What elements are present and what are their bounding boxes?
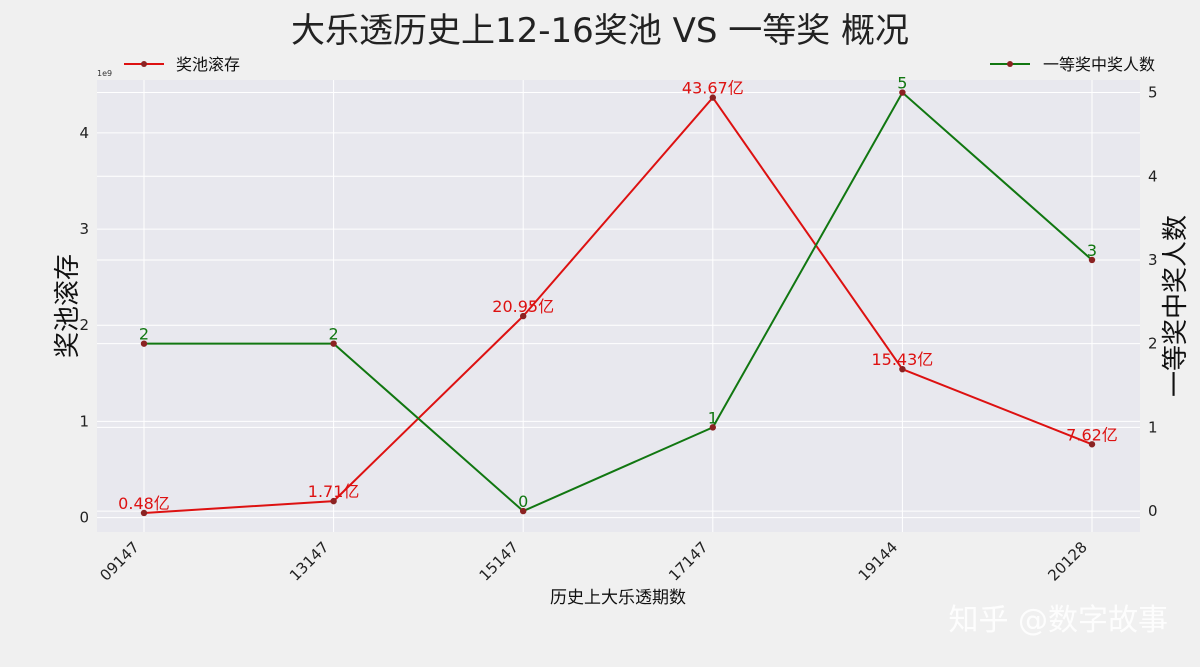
y-tick-label-left: 1 [79,412,89,430]
x-axis-label: 历史上大乐透期数 [550,588,686,608]
data-point-jackpot [709,94,716,101]
data-point-winners [709,424,716,431]
data-label-winners: 1 [708,408,718,427]
y-tick-label-right: 4 [1148,167,1158,185]
data-point-jackpot [140,509,148,517]
x-tick-label: 19144 [855,538,901,584]
y-axis-label-left: 奖池滚存 [53,254,83,358]
legend-left: 奖池滚存 [124,55,240,74]
left-axis-exponent: 1e9 [97,69,112,78]
data-label-jackpot: 1.71亿 [308,482,360,501]
y-tick-label-right: 0 [1148,502,1158,520]
x-tick-label: 15147 [476,538,522,584]
x-tick-label: 09147 [96,538,142,584]
data-point-jackpot [1088,441,1096,448]
data-label-jackpot: 20.95亿 [492,297,554,316]
series-layer [140,89,1096,517]
data-label-jackpot: 7.62亿 [1066,425,1118,444]
data-point-winners [330,340,337,347]
plot-area [97,80,1140,532]
y-tick-label-left: 3 [79,220,89,238]
data-label-winners: 5 [897,74,907,93]
legend-right: 一等奖中奖人数 [990,55,1155,74]
y-axis-label-right: 一等奖中奖人数 [1161,215,1191,397]
y-tick-label-left: 2 [79,316,89,334]
data-label-jackpot: 0.48亿 [118,494,170,513]
data-label-winners: 2 [329,325,339,344]
data-label-winners: 2 [139,325,149,344]
data-label-winners: 3 [1087,241,1097,260]
data-point-winners [899,89,906,96]
legend-marker-winners [1007,61,1013,67]
data-label-jackpot: 43.67亿 [682,79,744,98]
legend-label-winners: 一等奖中奖人数 [1043,55,1155,74]
data-point-jackpot [330,497,337,505]
series-line-jackpot [143,95,1093,514]
y-tick-label-right: 3 [1148,251,1158,269]
x-tick-label: 17147 [665,538,711,584]
y-tick-label-left: 0 [79,509,89,527]
data-point-jackpot [520,312,527,320]
legend-marker-jackpot [141,61,147,67]
y-tick-label-right: 1 [1148,418,1158,436]
data-point-winners [520,507,527,515]
chart-title: 大乐透历史上12-16奖池 VS 一等奖 概况 [291,11,909,51]
data-label-winners: 0 [518,492,528,511]
legend-label-jackpot: 奖池滚存 [176,55,240,74]
x-tick-label: 20128 [1044,538,1090,584]
data-point-winners [1088,256,1096,264]
data-labels: 0.48亿 1.71亿 20.95亿 43.67亿 15.43亿 7.62亿 2 2 0 1 5 3 [118,74,1118,513]
data-point-winners [140,340,148,347]
y-tick-label-left: 4 [79,124,89,142]
y-tick-label-right: 5 [1148,84,1158,102]
grid [97,80,1140,532]
data-label-jackpot: 15.43亿 [871,350,933,369]
series-line-winners [144,90,1093,513]
watermark: 知乎 @数字故事 [948,603,1168,638]
data-point-jackpot [899,365,906,373]
x-tick-label: 13147 [286,538,332,584]
y-tick-label-right: 2 [1148,335,1158,353]
